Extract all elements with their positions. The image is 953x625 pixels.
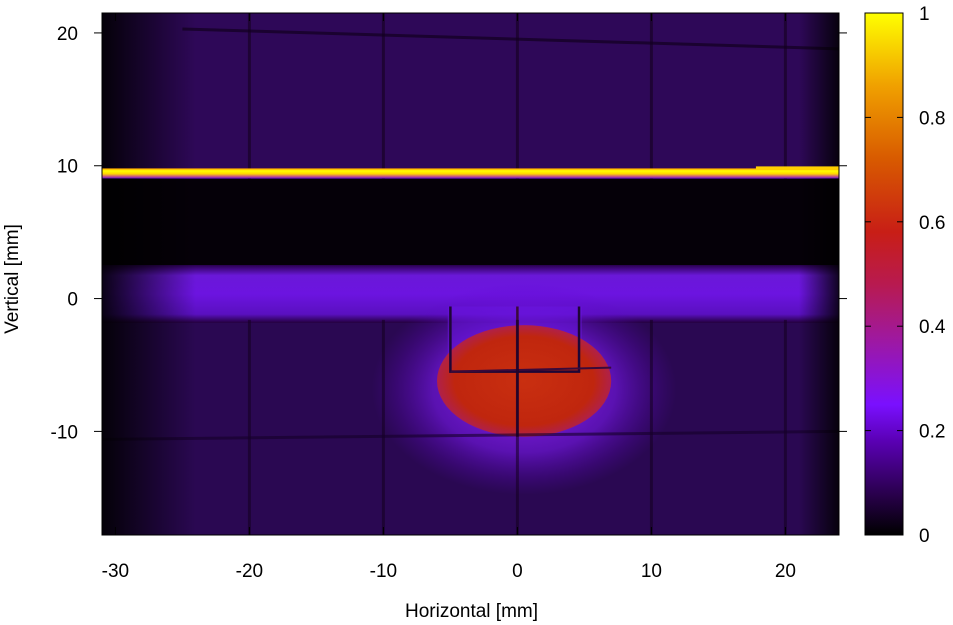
y-tick-label: 20 <box>57 24 78 45</box>
bright-line <box>102 168 839 179</box>
x-tick-label: -20 <box>236 561 263 582</box>
bright-line-step <box>755 166 839 170</box>
grid-line-horizontal <box>102 429 839 441</box>
colorbar-gradient <box>864 12 904 536</box>
y-tick-label: 0 <box>67 290 78 311</box>
colorbar-tick-label: 0.4 <box>919 317 946 338</box>
y-tick-label: -10 <box>51 422 78 443</box>
right-edge-shadow <box>798 13 839 535</box>
colorbar-tick-label: 0.6 <box>919 213 945 234</box>
colorbar-tick-label: 0.2 <box>919 422 945 443</box>
x-tick-label: -10 <box>370 561 397 582</box>
x-axis: -30 -20 -10 0 10 20 <box>102 13 796 582</box>
y-axis-label: Vertical [mm] <box>2 224 23 334</box>
y-tick-label: 10 <box>57 157 78 178</box>
hot-spot <box>436 325 612 437</box>
y-axis: -10 0 10 20 <box>51 24 847 443</box>
spot-horizontal-seam <box>450 366 612 373</box>
heatmap-image <box>102 13 839 535</box>
x-axis-label: Horizontal [mm] <box>405 601 538 622</box>
x-tick-label: 0 <box>512 561 523 582</box>
left-edge-shadow <box>102 13 196 535</box>
dark-gap <box>102 179 839 269</box>
colorbar: 0 0.2 0.4 0.6 0.8 1 <box>864 4 946 547</box>
x-tick-label: -30 <box>102 561 129 582</box>
grid-line-horizontal <box>182 27 839 51</box>
colorbar-tick-label: 0 <box>919 526 930 547</box>
x-tick-label: 10 <box>641 561 662 582</box>
window-outline <box>449 306 581 373</box>
plot-frame <box>101 12 840 536</box>
colorbar-tick-label: 0.8 <box>919 108 945 129</box>
x-tick-label: 20 <box>775 561 796 582</box>
colorbar-tick-label: 1 <box>919 4 930 25</box>
